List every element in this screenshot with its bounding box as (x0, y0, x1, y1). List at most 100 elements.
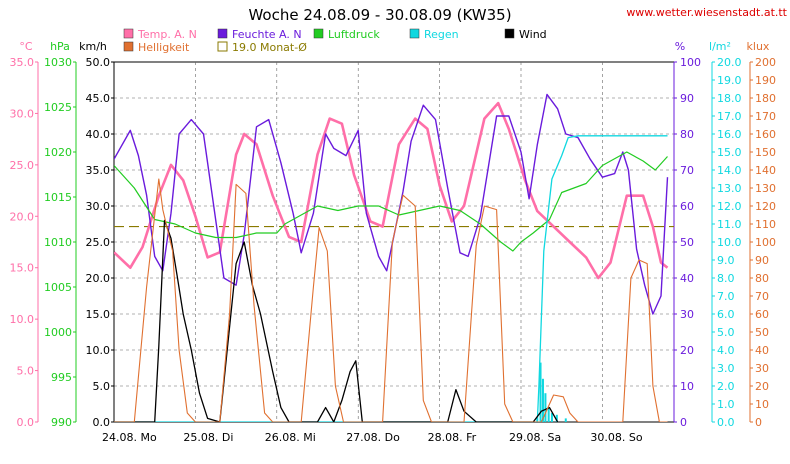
tick-label-rain: 4.0 (717, 344, 735, 357)
legend-swatch (217, 28, 228, 39)
legend-swatch (504, 28, 515, 39)
tick-label-light: 80 (755, 272, 769, 285)
tick-label-humidity: 80 (680, 128, 694, 141)
tick-label-temp: 0.0 (17, 416, 35, 429)
tick-label-light: 0 (755, 416, 762, 429)
legend-label: Temp. A. N (137, 28, 197, 41)
chart-title: Woche 24.08.09 - 30.08.09 (KW35) (248, 6, 511, 24)
tick-label-temp: 25.0 (10, 159, 35, 172)
tick-label-light: 30 (755, 362, 769, 375)
tick-label-humidity: 0 (680, 416, 687, 429)
tick-label-light: 170 (755, 110, 776, 123)
tick-label-light: 140 (755, 164, 776, 177)
tick-label-pressure: 1030 (44, 56, 72, 69)
tick-label-light: 150 (755, 146, 776, 159)
tick-label-rain: 18.0 (717, 92, 742, 105)
legend-swatch (409, 28, 420, 39)
tick-label-humidity: 30 (680, 308, 694, 321)
tick-label-temp: 10.0 (10, 313, 35, 326)
tick-label-wind: 45.0 (86, 92, 111, 105)
tick-label-rain: 5.0 (717, 326, 735, 339)
tick-label-rain: 11.0 (717, 218, 742, 231)
tick-label-pressure: 1000 (44, 326, 72, 339)
tick-label-humidity: 60 (680, 200, 694, 213)
tick-label-rain: 1.0 (717, 398, 735, 411)
tick-label-humidity: 20 (680, 344, 694, 357)
series-line-wind (114, 219, 559, 422)
tick-label-light: 160 (755, 128, 776, 141)
tick-label-pressure: 995 (51, 371, 72, 384)
tick-label-rain: 8.0 (717, 272, 735, 285)
legend-swatch (123, 28, 134, 39)
legend-label: Feuchte A. N (232, 28, 302, 41)
tick-label-rain: 10.0 (717, 236, 742, 249)
tick-label-wind: 15.0 (86, 308, 111, 321)
axis-unit-temp: °C (19, 40, 33, 53)
legend-label: 19.0 Monat-Ø (232, 41, 307, 54)
tick-label-temp: 5.0 (17, 365, 35, 378)
tick-label-temp: 15.0 (10, 262, 35, 275)
tick-label-humidity: 100 (680, 56, 701, 69)
tick-label-pressure: 1020 (44, 146, 72, 159)
tick-label-pressure: 1005 (44, 281, 72, 294)
x-tick-label: 30.08. So (590, 431, 642, 444)
tick-label-rain: 16.0 (717, 128, 742, 141)
x-tick-label: 27.08. Do (346, 431, 400, 444)
plot-area (113, 61, 675, 423)
tick-label-temp: 20.0 (10, 210, 35, 223)
tick-label-rain: 3.0 (717, 362, 735, 375)
tick-label-humidity: 40 (680, 272, 694, 285)
legend-swatch (217, 41, 228, 52)
series-group (114, 93, 674, 422)
tick-label-light: 190 (755, 74, 776, 87)
tick-label-wind: 20.0 (86, 272, 111, 285)
tick-label-rain: 2.0 (717, 380, 735, 393)
tick-label-wind: 10.0 (86, 344, 111, 357)
legend-label: Regen (424, 28, 459, 41)
tick-label-light: 200 (755, 56, 776, 69)
tick-label-temp: 30.0 (10, 107, 35, 120)
tick-label-rain: 12.0 (717, 200, 742, 213)
tick-label-light: 60 (755, 308, 769, 321)
legend-label: Helligkeit (138, 41, 190, 54)
tick-label-light: 20 (755, 380, 769, 393)
tick-label-wind: 30.0 (86, 200, 111, 213)
tick-label-light: 110 (755, 218, 776, 231)
series-line-regen (114, 135, 668, 422)
tick-label-humidity: 90 (680, 92, 694, 105)
tick-label-rain: 13.0 (717, 182, 742, 195)
axis-unit-wind: km/h (79, 40, 107, 53)
x-tick-label: 29.08. Sa (509, 431, 561, 444)
tick-label-light: 40 (755, 344, 769, 357)
tick-label-pressure: 990 (51, 416, 72, 429)
tick-label-light: 120 (755, 200, 776, 213)
tick-label-rain: 9.0 (717, 254, 735, 267)
site-url: www.wetter.wiesenstadt.at.tt (626, 6, 787, 19)
tick-label-rain: 14.0 (717, 164, 742, 177)
axis-unit-pressure: hPa (50, 40, 70, 53)
tick-label-light: 50 (755, 326, 769, 339)
axis-unit-humidity: % (675, 40, 685, 53)
tick-label-rain: 17.0 (717, 110, 742, 123)
tick-label-rain: 15.0 (717, 146, 742, 159)
tick-label-wind: 25.0 (86, 236, 111, 249)
x-tick-label: 26.08. Mi (265, 431, 316, 444)
tick-label-light: 180 (755, 92, 776, 105)
tick-label-temp: 35.0 (10, 56, 35, 69)
tick-label-humidity: 50 (680, 236, 694, 249)
tick-label-light: 90 (755, 254, 769, 267)
tick-label-light: 100 (755, 236, 776, 249)
legend-label: Luftdruck (328, 28, 380, 41)
legend-swatch (123, 41, 134, 52)
tick-label-pressure: 1025 (44, 101, 72, 114)
legend-label: Wind (519, 28, 547, 41)
tick-label-wind: 0.0 (93, 416, 111, 429)
tick-label-humidity: 70 (680, 164, 694, 177)
tick-label-rain: 0.0 (717, 416, 735, 429)
legend-swatch (313, 28, 324, 39)
series-line-temp-a-n (114, 101, 669, 280)
tick-label-wind: 40.0 (86, 128, 111, 141)
tick-label-rain: 7.0 (717, 290, 735, 303)
series-line-luftdruck (114, 151, 668, 252)
